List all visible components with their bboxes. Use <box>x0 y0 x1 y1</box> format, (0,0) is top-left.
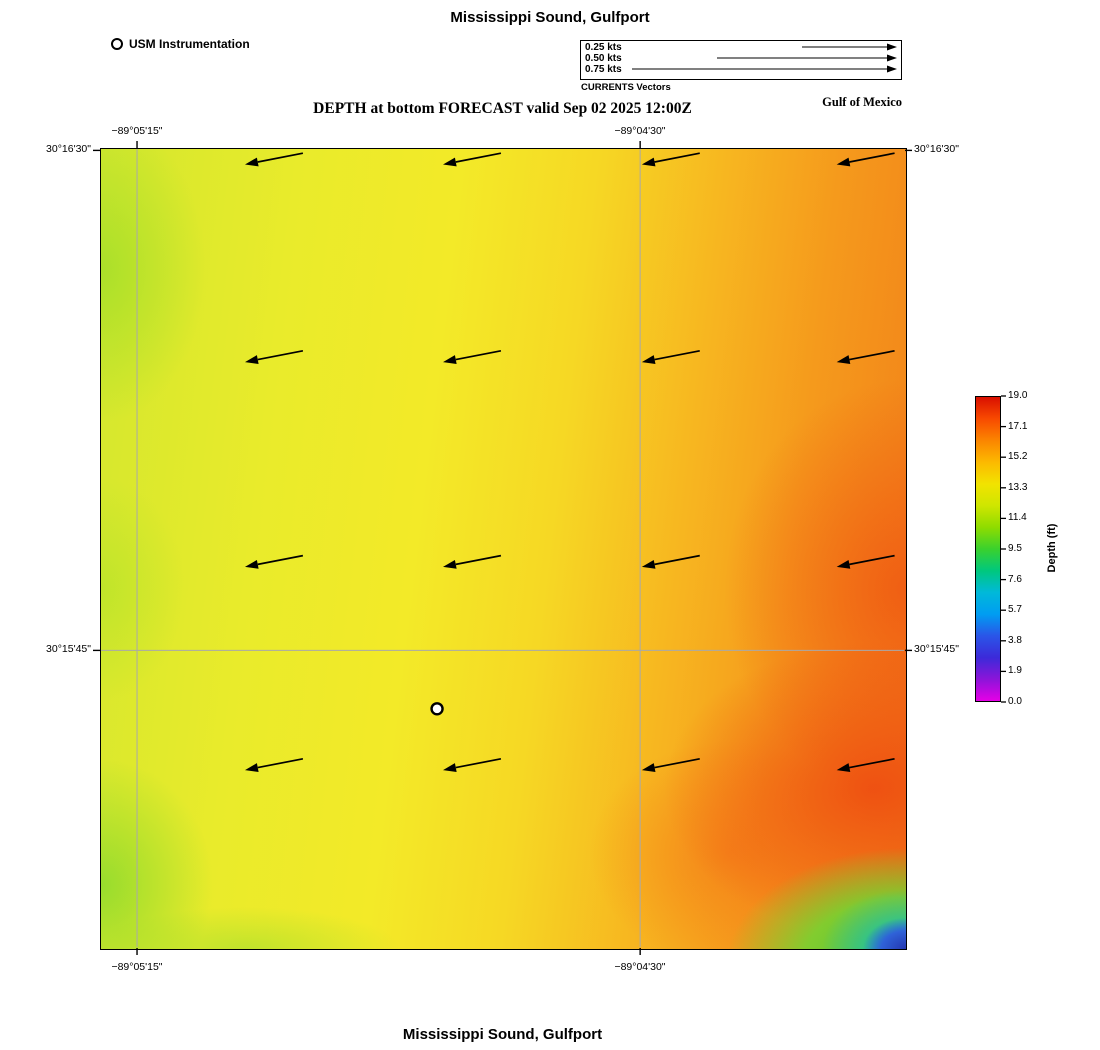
colorbar-tick-label: 17.1 <box>1008 420 1028 432</box>
colorbar-gradient <box>975 396 1001 702</box>
legend-speed-label-050: 0.50 kts <box>585 53 622 64</box>
colorbar-tick-label: 3.8 <box>1008 634 1022 646</box>
lat-tick-label-right-north: 30°16'30" <box>914 143 959 155</box>
gulf-of-mexico-label: Gulf of Mexico <box>822 95 902 109</box>
legend-arrows-svg <box>632 43 897 73</box>
depth-heatmap <box>100 148 907 950</box>
colorbar-tick-label: 1.9 <box>1008 665 1022 677</box>
colorbar-tick-label: 9.5 <box>1008 543 1022 554</box>
legend-speed-label-075: 0.75 kts <box>585 64 622 75</box>
colorbar-tick-label: 15.2 <box>1008 451 1028 463</box>
forecast-title: DEPTH at bottom FORECAST valid Sep 02 20… <box>313 100 692 117</box>
lat-tick-label-right-south: 30°15'45" <box>914 643 959 655</box>
currents-vectors-caption: CURRENTS Vectors <box>581 82 671 93</box>
colorbar-axis-label: Depth (ft) <box>1046 523 1058 573</box>
instrumentation-legend-label: USM Instrumentation <box>129 37 250 51</box>
lat-tick-label-left-south: 30°15'45" <box>46 643 91 655</box>
instrumentation-legend: USM Instrumentation <box>111 37 250 51</box>
colorbar-tick-label: 19.0 <box>1008 390 1028 401</box>
lon-tick-label-top-west: −89°05'15" <box>111 125 163 137</box>
colorbar-tick-label: 0.0 <box>1008 696 1022 707</box>
instrument-circle-icon <box>111 38 123 50</box>
lon-tick-label-top-east: −89°04'30" <box>614 125 666 137</box>
figure-title-top: Mississippi Sound, Gulfport <box>450 9 650 26</box>
legend-speed-label-025: 0.25 kts <box>585 42 622 53</box>
colorbar-tick-label: 5.7 <box>1008 604 1022 616</box>
colorbar-tick-label: 11.4 <box>1008 512 1027 524</box>
figure-title-bottom: Mississippi Sound, Gulfport <box>402 1026 603 1043</box>
colorbar-tick-label: 7.6 <box>1008 573 1022 585</box>
colorbar-tick-label: 13.3 <box>1008 481 1028 493</box>
lat-tick-label-left-north: 30°16'30" <box>46 143 91 155</box>
currents-vector-legend-box: 0.25 kts 0.50 kts 0.75 kts <box>580 40 902 80</box>
lon-tick-label-bottom-west: −89°05'15" <box>111 961 163 973</box>
lon-tick-label-bottom-east: −89°04'30" <box>614 961 666 973</box>
colorbar-tick-marks <box>1001 395 1006 703</box>
